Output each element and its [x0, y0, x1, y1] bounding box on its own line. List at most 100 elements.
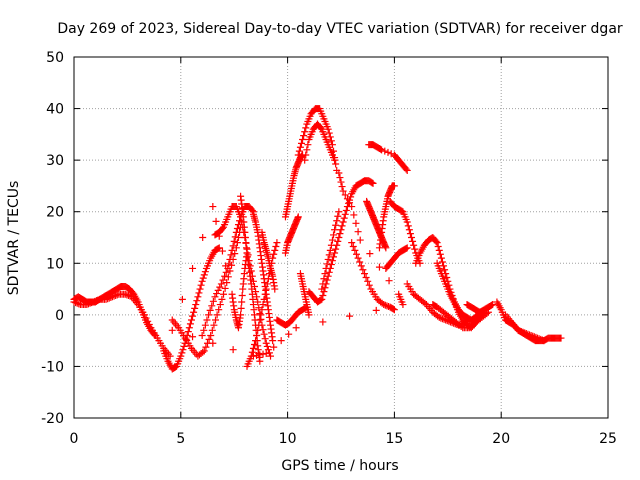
data-point — [519, 328, 527, 336]
data-point — [351, 246, 359, 254]
data-point — [330, 253, 338, 261]
data-point — [91, 297, 99, 305]
data-point — [362, 273, 370, 281]
data-point — [237, 311, 245, 319]
data-point — [267, 352, 275, 360]
data-point — [262, 339, 270, 347]
data-point — [532, 333, 540, 341]
data-point — [270, 250, 278, 258]
data-point — [434, 243, 442, 251]
data-point — [254, 298, 262, 306]
data-point — [113, 291, 121, 299]
data-point — [322, 264, 330, 272]
data-point — [341, 210, 349, 218]
data-point — [229, 346, 237, 354]
data-point — [259, 301, 267, 309]
plot-frame — [73, 56, 609, 419]
data-point — [214, 244, 222, 252]
data-point — [332, 245, 340, 253]
data-point — [142, 314, 150, 322]
data-point — [403, 244, 411, 252]
data-point — [271, 285, 279, 293]
data-point — [334, 237, 342, 245]
data-point — [457, 322, 465, 330]
data-point — [277, 337, 285, 345]
data-point — [191, 304, 199, 312]
y-tick-label: 0 — [55, 308, 64, 324]
data-point — [89, 298, 97, 306]
data-point — [344, 199, 352, 207]
data-point — [229, 242, 237, 250]
series-t33 — [168, 169, 407, 360]
data-point — [435, 313, 443, 321]
data-point — [304, 141, 312, 149]
data-point — [112, 292, 120, 300]
data-point — [140, 311, 148, 319]
y-axis-label: SDTVAR / TECUs — [6, 181, 22, 296]
data-point — [294, 151, 302, 159]
data-point — [144, 317, 152, 325]
data-point — [339, 218, 347, 226]
data-point — [526, 331, 534, 339]
data-point — [180, 342, 188, 350]
series-t24 — [382, 244, 411, 272]
data-point — [409, 237, 417, 245]
data-point — [123, 291, 131, 299]
series-t14 — [281, 213, 302, 257]
data-point — [338, 222, 346, 230]
data-point — [253, 293, 261, 301]
data-point — [372, 306, 380, 314]
data-point — [189, 312, 197, 320]
data-point — [436, 250, 444, 258]
data-point — [319, 292, 327, 300]
series-t15 — [294, 105, 341, 174]
data-point — [213, 290, 221, 298]
series-t3 — [160, 244, 223, 373]
series-t18 — [305, 177, 377, 306]
data-point — [222, 262, 230, 270]
data-point — [205, 311, 213, 319]
data-point — [226, 255, 234, 263]
data-point — [195, 289, 203, 297]
data-point — [202, 343, 210, 351]
data-point — [443, 273, 451, 281]
series-t23 — [365, 141, 411, 174]
data-point — [325, 129, 333, 137]
data-point — [383, 302, 391, 310]
data-point — [402, 165, 410, 173]
x-tick-label: 20 — [492, 431, 510, 447]
data-point — [324, 255, 332, 263]
data-point — [221, 284, 229, 292]
data-point — [294, 213, 302, 221]
data-point — [296, 143, 304, 151]
data-point — [257, 311, 265, 319]
data-point — [328, 257, 336, 265]
data-point — [255, 321, 263, 329]
data-point — [233, 224, 241, 232]
data-point — [84, 300, 92, 308]
data-point — [369, 179, 377, 187]
series-t17 — [296, 270, 313, 319]
x-tick-label: 5 — [176, 431, 185, 447]
data-point — [203, 316, 211, 324]
x-tick-label: 15 — [385, 431, 403, 447]
data-point — [323, 276, 331, 284]
data-point — [208, 302, 216, 310]
data-point — [331, 249, 339, 257]
data-point — [359, 266, 367, 274]
data-point — [342, 206, 350, 214]
data-point — [330, 231, 338, 239]
data-point — [178, 349, 186, 357]
data-point — [75, 300, 83, 308]
data-point — [253, 351, 261, 359]
data-point — [221, 272, 229, 280]
data-point — [86, 299, 94, 307]
data-point — [102, 295, 110, 303]
data-point — [249, 352, 257, 360]
data-point — [205, 335, 213, 343]
x-tick-labels: 0 5 10 15 20 25 — [70, 431, 617, 447]
data-point — [285, 330, 293, 338]
data-point — [380, 301, 388, 309]
data-point — [389, 305, 397, 313]
data-point — [334, 212, 342, 220]
